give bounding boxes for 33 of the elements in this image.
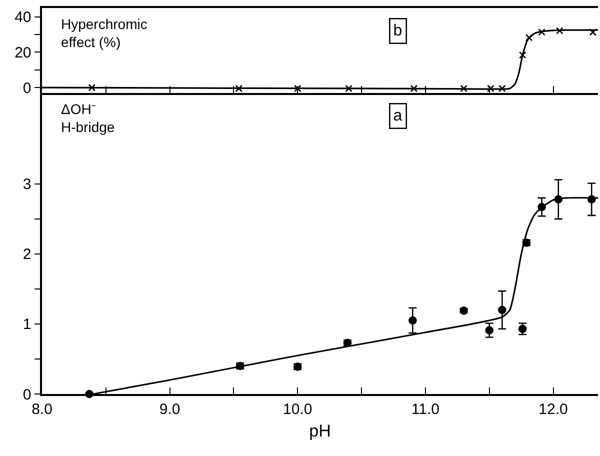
- point: [518, 51, 526, 59]
- x-axis-title: pH: [309, 422, 331, 441]
- point: [556, 27, 564, 34]
- annotation: b: [393, 22, 402, 40]
- point: [235, 84, 242, 92]
- y-tick-label: 20: [14, 44, 32, 62]
- point: [538, 28, 546, 36]
- y-axis-title: Hyperchromic effect (%): [61, 16, 148, 50]
- y-tick-label: 0: [22, 80, 32, 97]
- point: [460, 84, 468, 92]
- point: [88, 84, 96, 92]
- x-tick-label: 8.0: [32, 400, 52, 418]
- y-tick-label: 2: [22, 246, 32, 264]
- x-tick-label: 12.0: [538, 400, 568, 418]
- x-tick-label: 9.0: [159, 400, 180, 418]
- y-tick-label: 3: [22, 176, 32, 194]
- y-tick-label: 0: [22, 386, 32, 404]
- point: [485, 326, 494, 334]
- point: [410, 84, 418, 92]
- x-tick-label: 10.0: [283, 400, 312, 418]
- point: [525, 34, 533, 42]
- point: [345, 84, 352, 92]
- x-tick-label: 11.0: [411, 400, 440, 418]
- y-axis-title: ΔOH⁻ H-bridge: [61, 101, 115, 136]
- y-tick-label: 1: [22, 316, 32, 334]
- point: [589, 28, 597, 36]
- point: [294, 84, 302, 92]
- annotation: a: [393, 107, 402, 124]
- point: [486, 84, 494, 92]
- point: [498, 84, 506, 92]
- point: [498, 306, 506, 314]
- y-tick-label: 40: [14, 9, 32, 26]
- point: [408, 316, 417, 325]
